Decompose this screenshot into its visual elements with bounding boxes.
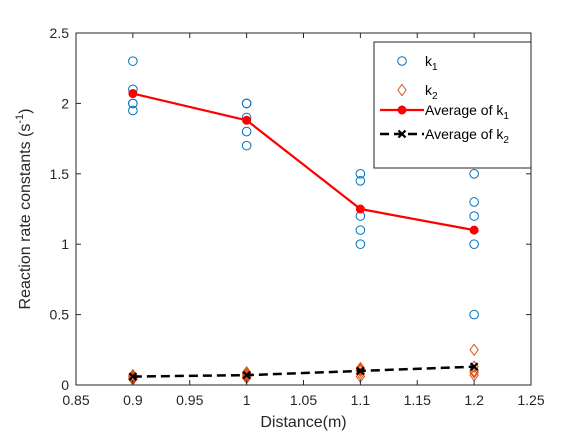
legend-entry: k2 — [397, 82, 438, 102]
data-point — [355, 239, 366, 249]
legend-marker — [397, 105, 407, 115]
average-point — [128, 89, 138, 99]
x-marker-stroke — [469, 362, 479, 371]
legend-label: Average of k2 — [425, 126, 509, 146]
x-tick-label: 1.05 — [290, 392, 317, 408]
x-tick-label: 0.9 — [123, 392, 143, 408]
legend-marker — [397, 56, 407, 66]
legend-entry: Average of k2 — [380, 126, 509, 146]
legend-label-main: Average of k — [425, 126, 504, 142]
series-average-of-k-2 — [128, 362, 479, 381]
series-k-1 — [128, 56, 479, 320]
series-line — [132, 365, 475, 378]
legend-label-subscript: 2 — [432, 91, 438, 102]
average-point — [242, 370, 251, 380]
data-point — [241, 98, 252, 109]
chart-marks — [128, 56, 479, 386]
legend-marker — [397, 83, 407, 97]
legend-label-subscript: 2 — [503, 135, 509, 146]
x-marker-stroke — [242, 370, 251, 380]
legend-marker — [397, 129, 407, 139]
legend-label-subscript: 1 — [503, 111, 509, 122]
legend-label: k1 — [425, 53, 438, 73]
legend-label-main: Average of k — [425, 102, 504, 118]
data-point — [469, 169, 479, 179]
legend-label-main: k — [425, 53, 433, 69]
y-tick-label: 2.5 — [50, 25, 70, 41]
y-axis-label: Reaction rate constants (s-1) — [14, 109, 34, 310]
series-line — [132, 92, 475, 232]
x-tick-label: 1.15 — [404, 392, 431, 408]
data-point — [469, 197, 479, 207]
x-tick-label: 1.25 — [517, 392, 544, 408]
y-tick-label: 0 — [61, 377, 69, 393]
average-point — [128, 372, 138, 381]
average-point — [242, 115, 252, 125]
x-tick-label: 1.1 — [351, 392, 371, 408]
y-tick-label: 0.5 — [50, 307, 70, 323]
y-tick-label: 2 — [61, 95, 69, 111]
x-marker-stroke — [397, 129, 407, 139]
x-axis-label: Distance(m) — [260, 414, 346, 431]
legend-label: k2 — [425, 82, 438, 102]
legend-entry: k1 — [397, 53, 438, 73]
data-point — [355, 361, 366, 375]
series-average-of-k-1 — [128, 89, 479, 235]
y-axis-label-superscript: -1 — [14, 114, 26, 124]
average-point — [469, 362, 479, 371]
x-tick-label: 0.85 — [62, 392, 89, 408]
legend-entry: Average of k1 — [380, 102, 509, 122]
average-point — [356, 366, 365, 376]
legend-label: Average of k1 — [425, 102, 509, 122]
y-axis-label-main: Reaction rate constants (s — [17, 124, 34, 310]
data-point — [241, 126, 252, 137]
data-point — [469, 239, 479, 249]
legend-label-main: k — [425, 82, 433, 98]
data-point — [469, 211, 479, 221]
data-point — [355, 169, 366, 179]
data-point — [128, 98, 138, 109]
data-point — [469, 309, 479, 320]
axis-ticks: 0.85 0.9 0.95 1 1.05 1.1 1.15 1.2 1.25 0 0.5 1 1.5 2 2… — [50, 25, 545, 408]
x-marker-stroke — [356, 366, 365, 376]
y-axis-label-close: ) — [17, 109, 34, 114]
average-point — [469, 225, 479, 235]
y-tick-label: 1.5 — [50, 166, 70, 182]
legend-label-subscript: 1 — [432, 62, 438, 73]
data-point — [128, 105, 138, 116]
data-point — [241, 140, 252, 151]
x-tick-label: 1.2 — [464, 392, 484, 408]
x-tick-label: 0.95 — [176, 392, 203, 408]
x-marker-stroke — [128, 372, 138, 381]
x-tick-label: 1 — [243, 392, 251, 408]
data-point — [241, 365, 252, 379]
legend-box — [373, 41, 532, 169]
data-point — [128, 56, 138, 66]
data-point — [355, 176, 366, 186]
data-point — [469, 343, 479, 357]
average-point — [355, 204, 365, 214]
data-point — [355, 225, 366, 235]
y-tick-label: 1 — [61, 236, 69, 252]
